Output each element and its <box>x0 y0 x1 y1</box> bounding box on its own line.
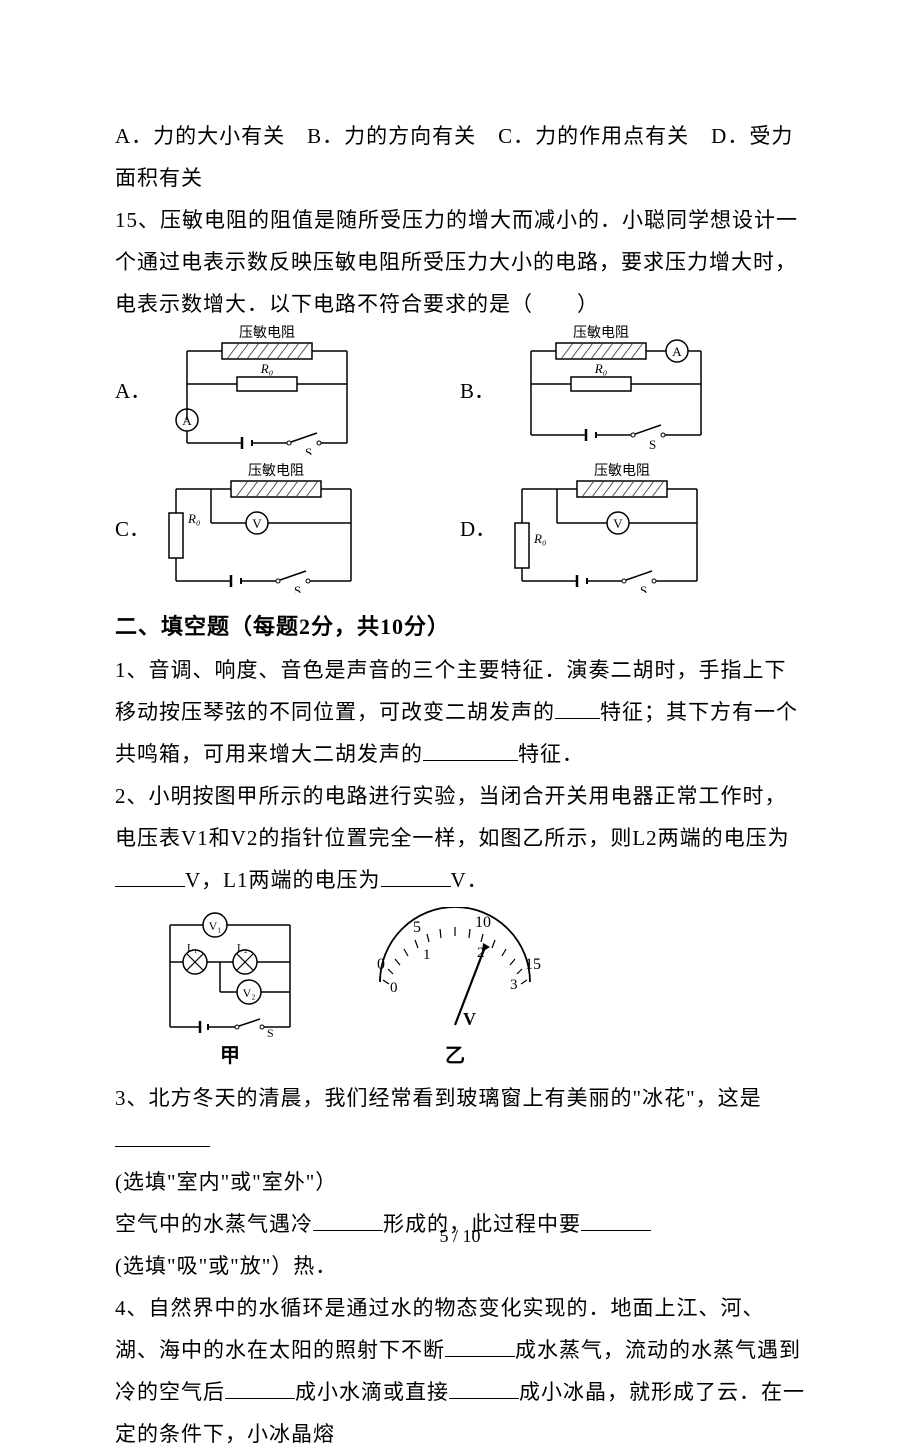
section-2-title: 二、填空题（每题2分，共10分） <box>115 605 805 649</box>
fq3-line2: (选填"室内"或"室外"） <box>115 1161 805 1203</box>
svg-text:V₁: V₁ <box>209 919 222 933</box>
fq2-text-c: V． <box>451 868 489 892</box>
meter-outer-0: 0 <box>377 956 385 973</box>
voltmeter-yi: 0 5 10 15 0 1 2 3 V 乙 <box>355 907 545 1067</box>
meter-outer-5: 5 <box>413 919 421 936</box>
fq2: 2、小明按图甲所示的电路进行实验，当闭合开关用电器正常工作时，电压表V1和V2的… <box>115 775 805 901</box>
fq3-line1: 3、北方冬天的清晨，我们经常看到玻璃窗上有美丽的"冰花"，这是 <box>115 1077 805 1161</box>
meter-unit: V <box>463 1009 476 1029</box>
q15-text: 15、压敏电阻的阻值是随所受压力的增大而减小的．小聪同学想设计一个通过电表示数反… <box>115 199 805 325</box>
blank <box>423 741 518 761</box>
fq3-text-a: 3、北方冬天的清晨，我们经常看到玻璃窗上有美丽的"冰花"，这是 <box>115 1086 762 1110</box>
meter-inner-0: 0 <box>390 980 398 996</box>
opt-a-label: A． <box>115 375 151 405</box>
blank <box>381 867 451 887</box>
page-number: 5 / 10 <box>0 1226 920 1247</box>
circuit-c-r0: R₀ <box>187 511 200 526</box>
blank <box>449 1379 519 1399</box>
blank <box>115 867 185 887</box>
fq2-text-a: 2、小明按图甲所示的电路进行实验，当闭合开关用电器正常工作时，电压表V1和V2的… <box>115 784 790 850</box>
circuit-b-top-label: 压敏电阻 <box>573 325 629 341</box>
switch-s: S <box>640 583 647 593</box>
fq3-line4: (选填"吸"或"放"）热． <box>115 1245 805 1287</box>
ammeter-icon: A <box>182 413 192 428</box>
circuit-d-top-label: 压敏电阻 <box>594 463 650 479</box>
circuit-a-top-label: 压敏电阻 <box>239 325 295 341</box>
switch-s: S <box>305 445 312 455</box>
svg-text:L₂: L₂ <box>237 942 248 954</box>
svg-text:L₁: L₁ <box>187 942 198 954</box>
blank <box>115 1127 210 1147</box>
q15-row-2: C． 压敏电阻 V R₀ <box>115 463 805 593</box>
circuit-jia: V₁ L₁ L₂ V₂ <box>155 907 305 1067</box>
svg-text:V₂: V₂ <box>243 986 256 1000</box>
blank <box>445 1337 515 1357</box>
caption-jia: 甲 <box>220 1045 240 1067</box>
circuit-b-r0: R₀ <box>594 361 607 376</box>
q15-row-1: A． 压敏电阻 R₀ A <box>115 325 805 455</box>
circuit-d: 压敏电阻 V R₀ <box>502 463 712 593</box>
voltmeter-icon: V <box>252 516 262 531</box>
ammeter-icon: A <box>672 344 682 359</box>
circuit-d-r0: R₀ <box>533 531 546 546</box>
opt-d-label: D． <box>460 513 496 543</box>
circuit-a-r0: R₀ <box>260 361 273 376</box>
circuit-a: 压敏电阻 R₀ A <box>157 325 377 455</box>
meter-outer-15: 15 <box>525 956 541 973</box>
fq4-text-c: 成小水滴或直接 <box>295 1380 449 1404</box>
voltmeter-icon: V <box>613 516 623 531</box>
fq2-figures: V₁ L₁ L₂ V₂ <box>155 907 805 1067</box>
fq4: 4、自然界中的水循环是通过水的物态变化实现的．地面上江、河、湖、海中的水在太阳的… <box>115 1287 805 1455</box>
fq1: 1、音调、响度、音色是声音的三个主要特征．演奏二胡时，手指上下移动按压琴弦的不同… <box>115 649 805 775</box>
circuit-b: 压敏电阻 A R₀ <box>501 325 721 455</box>
fq1-text-c: 特征． <box>518 742 584 766</box>
meter-outer-10: 10 <box>475 914 491 931</box>
circuit-c-top-label: 压敏电阻 <box>248 463 304 479</box>
svg-text:S: S <box>267 1026 274 1040</box>
switch-s: S <box>649 437 656 452</box>
opt-c-label: C． <box>115 513 150 543</box>
opt-b-label: B． <box>460 375 495 405</box>
circuit-c: 压敏电阻 V R₀ <box>156 463 366 593</box>
q14-options: A．力的大小有关 B．力的方向有关 C．力的作用点有关 D．受力面积有关 <box>115 115 805 199</box>
fq2-text-b: V，L1两端的电压为 <box>185 868 381 892</box>
switch-s: S <box>294 583 301 593</box>
meter-inner-1: 1 <box>423 947 431 963</box>
blank <box>225 1379 295 1399</box>
meter-inner-3: 3 <box>510 977 518 993</box>
blank <box>555 699 600 719</box>
caption-yi: 乙 <box>445 1045 465 1067</box>
